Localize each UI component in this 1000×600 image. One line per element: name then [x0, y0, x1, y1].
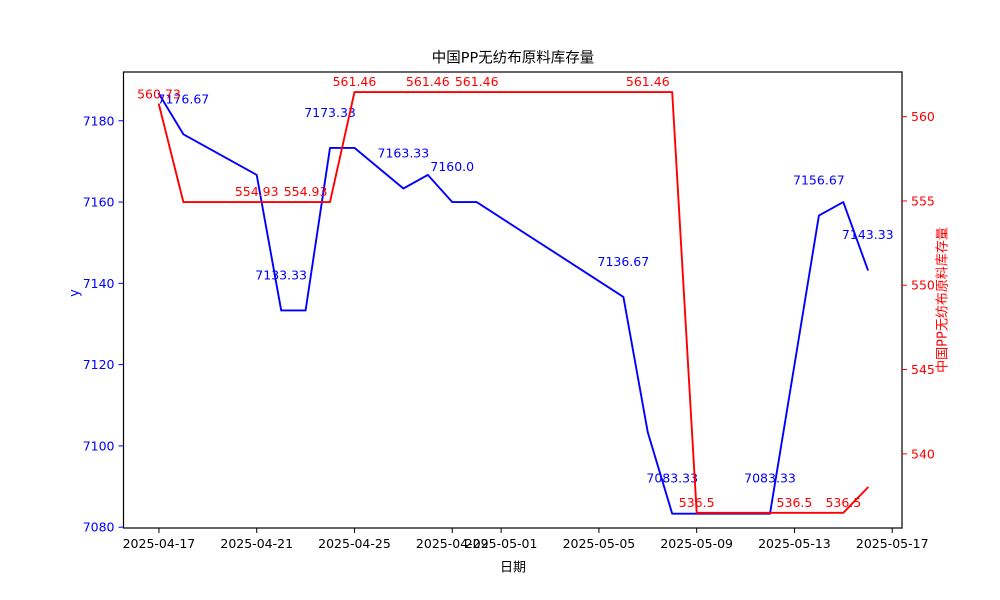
- right-point-label: 560.73: [137, 86, 181, 101]
- right-y-axis-label: 中国PP无纺布原料库存量: [935, 227, 951, 373]
- x-axis-label: 日期: [499, 560, 527, 576]
- right-y-tick-label: 540: [911, 446, 935, 461]
- x-tick-label: 2025-04-25: [318, 536, 391, 551]
- right-point-label: 561.46: [626, 74, 670, 89]
- right-y-tick-label: 550: [911, 278, 935, 293]
- right-point-label: 561.46: [406, 74, 450, 89]
- x-tick-label: 2025-05-17: [856, 536, 929, 551]
- left-point-label: 7133.33: [255, 267, 307, 282]
- right-point-label: 536.5: [679, 495, 715, 510]
- right-y-tick-label: 555: [911, 193, 935, 208]
- left-y-tick-label: 7100: [83, 438, 115, 453]
- left-point-label: 7160.0: [430, 159, 474, 174]
- right-point-label: 536.5: [825, 495, 861, 510]
- right-series-line: [157, 91, 869, 514]
- x-tick-label: 2025-05-05: [563, 536, 636, 551]
- x-tick-label: 2025-05-13: [758, 536, 831, 551]
- right-y-tick-label: 545: [911, 362, 935, 377]
- right-point-label: 561.46: [455, 74, 499, 89]
- x-tick-label: 2025-04-29: [416, 536, 489, 551]
- x-tick-label: 2025-04-21: [220, 536, 293, 551]
- left-point-label: 7136.67: [598, 254, 650, 269]
- chart-title: 中国PP无纺布原料库存量: [431, 50, 595, 67]
- left-y-tick-label: 7180: [83, 113, 115, 128]
- right-point-label: 554.93: [284, 184, 328, 199]
- left-point-label: 7083.33: [646, 471, 698, 486]
- left-point-label: 7173.33: [304, 105, 356, 120]
- left-y-tick-label: 7160: [83, 195, 115, 210]
- left-y-tick-label: 7120: [83, 357, 115, 372]
- right-point-label: 561.46: [333, 74, 377, 89]
- x-tick-label: 2025-05-09: [660, 536, 733, 551]
- left-point-label: 7163.33: [378, 146, 430, 161]
- left-point-label: 7143.33: [842, 227, 894, 242]
- plot-spines: [122, 71, 903, 529]
- left-point-label: 7176.67: [158, 91, 210, 106]
- left-point-label: 7083.33: [744, 471, 796, 486]
- left-y-tick-label: 7080: [83, 520, 115, 535]
- x-tick-label: 2025-04-17: [123, 536, 196, 551]
- right-point-label: 536.5: [777, 495, 813, 510]
- left-series-line: [157, 92, 869, 515]
- left-y-tick-label: 7140: [83, 276, 115, 291]
- left-point-label: 7156.67: [793, 173, 845, 188]
- right-point-label: 554.93: [235, 184, 279, 199]
- x-tick-label: 2025-05-01: [465, 536, 538, 551]
- right-y-tick-label: 560: [911, 109, 935, 124]
- left-y-axis-label: y: [67, 289, 83, 297]
